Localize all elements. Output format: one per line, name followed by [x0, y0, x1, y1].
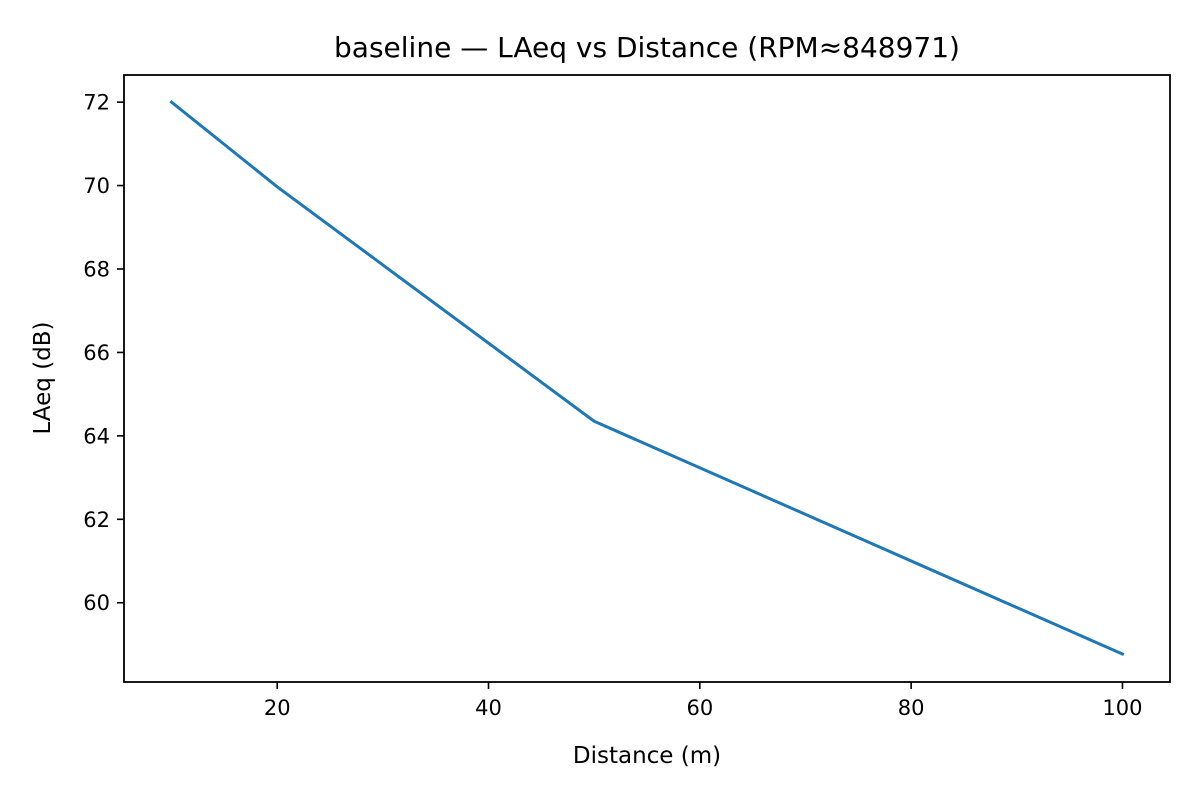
- y-axis-label: LAeq (dB): [30, 321, 56, 434]
- x-axis: 20 40 60 80 100: [264, 682, 1143, 720]
- y-tick-label: 70: [83, 174, 110, 198]
- y-tick-label: 68: [83, 257, 110, 281]
- x-tick-label: 100: [1102, 696, 1142, 720]
- x-tick-label: 80: [898, 696, 925, 720]
- x-tick-label: 60: [686, 696, 713, 720]
- plot-area: [123, 74, 1171, 683]
- y-tick-label: 60: [83, 591, 110, 615]
- series-line: [169, 100, 1125, 657]
- series-layer: [169, 100, 1125, 657]
- y-tick-label: 64: [83, 424, 110, 448]
- x-axis-label: Distance (m): [573, 743, 721, 769]
- y-tick-label: 72: [83, 91, 110, 115]
- y-tick-label: 62: [83, 508, 110, 532]
- chart-title: baseline — LAeq vs Distance (RPM≈848971): [334, 31, 960, 64]
- x-tick-label: 20: [264, 696, 291, 720]
- x-tick-label: 40: [475, 696, 502, 720]
- plot-frame: [123, 74, 1171, 683]
- y-tick-label: 66: [83, 341, 110, 365]
- y-axis: 60 62 64 66 68 70 72: [83, 91, 124, 615]
